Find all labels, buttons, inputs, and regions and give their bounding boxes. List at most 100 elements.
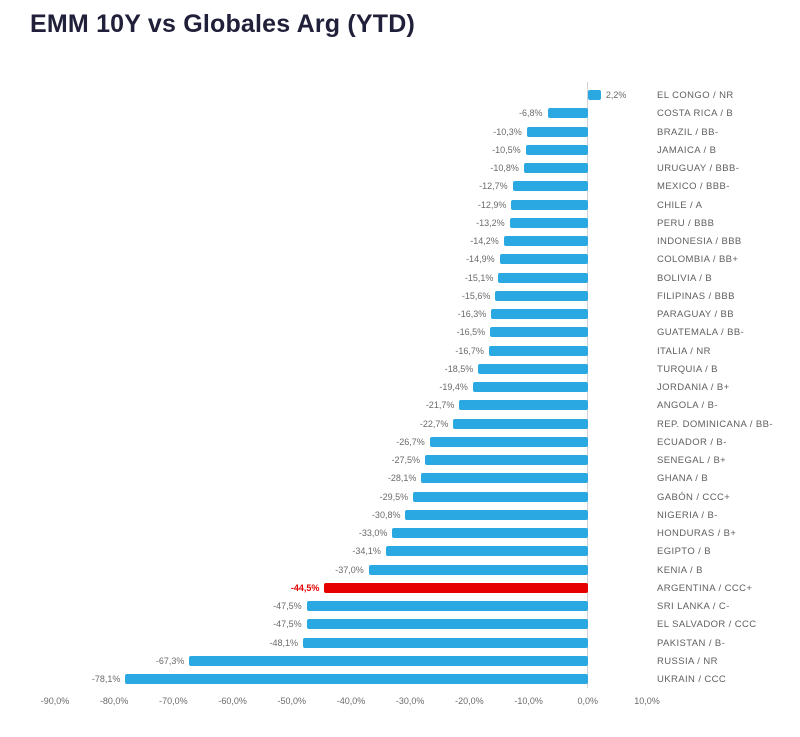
value-label: -33,0% — [358, 528, 388, 538]
value-label: -44,5% — [290, 582, 320, 593]
bar-row: -16,5% GUATEMALA / BB- — [55, 323, 744, 341]
value-label: -30,8% — [371, 509, 401, 520]
bar-row: -27,5% SENEGAL / B+ — [55, 451, 726, 469]
country-label: EGIPTO / B — [657, 546, 711, 558]
bar — [405, 509, 588, 520]
bar-row: -16,7% ITALIA / NR — [55, 342, 710, 360]
bar — [503, 236, 588, 246]
x-tick-label: -20,0% — [455, 696, 484, 707]
bar — [495, 290, 588, 301]
country-label: TURQUIA / B — [657, 363, 718, 375]
bar — [498, 272, 588, 283]
bar-row: -12,7% MEXICO / BBB- — [55, 177, 729, 195]
country-label: PARAGUAY / BB — [657, 309, 735, 320]
value-label: -6,8% — [519, 108, 543, 119]
bar — [512, 181, 588, 192]
value-label: -47,5% — [273, 619, 302, 630]
value-label: -10,8% — [490, 163, 519, 173]
x-tick-label: -70,0% — [159, 696, 188, 707]
x-axis: -90,0% -80,0% -70,0% -60,0% -50,0% -40,0% -30,… — [41, 696, 660, 712]
bar-row: -30,8% NIGERIA / B- — [55, 506, 717, 524]
bar — [453, 418, 588, 429]
country-label: ITALIA / NR — [657, 345, 711, 357]
bar — [413, 491, 588, 502]
bar-row: -12,9% CHILE / A — [55, 196, 702, 214]
bar-row: -14,2% INDONESIA / BBB — [55, 232, 741, 250]
value-label: -10,3% — [493, 126, 522, 137]
x-tick-label: -50,0% — [277, 696, 307, 707]
value-label: -12,9% — [477, 199, 507, 210]
country-label: GHANA / B — [657, 473, 709, 485]
x-tick-label: -10,0% — [514, 696, 543, 707]
bar-row: -37,0% KENIA / B — [55, 561, 702, 579]
country-label: ECUADOR / B- — [657, 436, 727, 448]
bar — [125, 674, 588, 684]
bar — [526, 126, 588, 137]
bar — [587, 90, 601, 100]
value-label: -18,5% — [444, 363, 474, 374]
highlight-bar — [324, 582, 588, 593]
bar-row: -13,2% PERU / BBB — [55, 214, 714, 232]
country-label: HONDURAS / B+ — [657, 528, 737, 539]
value-label: 2,2% — [605, 90, 627, 100]
country-label: URUGUAY / BBB- — [657, 163, 740, 174]
country-label: ANGOLA / B- — [657, 400, 718, 412]
country-label: BOLIVIA / B — [657, 272, 713, 284]
bar — [478, 363, 588, 374]
country-label: GUATEMALA / BB- — [657, 327, 745, 339]
value-label: -16,5% — [456, 327, 486, 338]
country-label: NIGERIA / B- — [657, 509, 718, 521]
x-tick-label: -60,0% — [218, 696, 247, 707]
value-label: -16,3% — [457, 309, 487, 319]
value-label: -67,3% — [155, 655, 185, 666]
bar — [472, 382, 588, 392]
value-label: -26,7% — [396, 436, 425, 447]
bar-row: -22,7% REP. DOMINICANA / BB- — [55, 415, 773, 433]
value-label: -10,5% — [492, 144, 521, 155]
bar-row: -44,5% ARGENTINA / CCC+ — [55, 579, 752, 597]
bar-row: -15,1% BOLIVIA / B — [55, 269, 712, 287]
bar — [511, 199, 588, 210]
country-label: KENIA / B — [657, 564, 703, 576]
bar-row: -78,1% UKRAIN / CCC — [55, 670, 726, 688]
bar — [499, 254, 588, 265]
bar-row: -29,5% GABÓN / CCC+ — [55, 488, 730, 506]
bar — [421, 473, 588, 484]
value-label: -22,7% — [419, 418, 449, 429]
bar — [547, 108, 588, 119]
value-label: -13,2% — [476, 217, 505, 228]
bar-row: -10,8% URUGUAY / BBB- — [55, 159, 739, 177]
bar-row: -47,5% SRI LANKA / C- — [55, 597, 729, 615]
x-tick-label: -90,0% — [40, 696, 70, 707]
value-label: -28,1% — [387, 473, 417, 484]
x-tick-label: 10,0% — [634, 696, 660, 707]
bar-row: -34,1% EGIPTO / B — [55, 542, 711, 560]
bar-row: -6,8% COSTA RICA / B — [55, 104, 733, 122]
country-label: FILIPINAS / BBB — [657, 290, 735, 302]
bar-row: -28,1% GHANA / B — [55, 469, 708, 487]
bar — [306, 619, 588, 630]
value-label: -48,1% — [269, 637, 299, 648]
value-label: -14,2% — [470, 236, 499, 246]
value-label: -29,5% — [379, 491, 409, 502]
bar-row: -10,3% BRAZIL / BB- — [55, 123, 718, 141]
bar-row: -26,7% ECUADOR / B- — [55, 433, 726, 451]
value-label: -78,1% — [91, 674, 121, 684]
country-label: SENEGAL / B+ — [657, 455, 727, 466]
country-label: PAKISTAN / B- — [657, 637, 726, 649]
chart-title: EMM 10Y vs Globales Arg (YTD) — [30, 10, 416, 38]
value-label: -14,9% — [466, 254, 495, 265]
country-label: UKRAIN / CCC — [657, 674, 727, 685]
bar-row: -10,5% JAMAICA / B — [55, 141, 716, 159]
country-label: COLOMBIA / BB+ — [657, 254, 739, 266]
bar-row: -67,3% RUSSIA / NR — [55, 652, 717, 670]
value-label: -47,5% — [273, 601, 302, 611]
x-tick-label: -30,0% — [395, 696, 425, 707]
plot-area: 2,2% EL CONGO / NR -6,8% COSTA RICA / B -10,… — [55, 82, 773, 689]
bar — [525, 144, 588, 155]
value-label: -15,1% — [464, 272, 494, 283]
bar-row: -33,0% HONDURAS / B+ — [55, 524, 736, 542]
country-label: BRAZIL / BB- — [657, 126, 719, 138]
country-label: MEXICO / BBB- — [657, 181, 730, 193]
value-label: -37,0% — [335, 564, 364, 575]
